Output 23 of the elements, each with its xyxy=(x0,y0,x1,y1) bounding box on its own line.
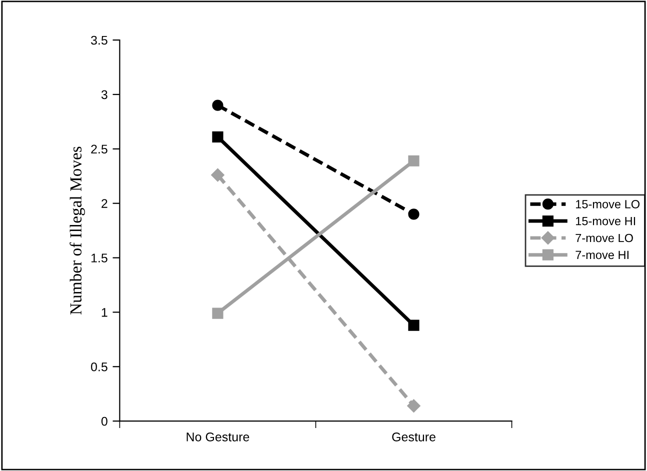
point xyxy=(407,399,420,412)
x-tick-label: No Gesture xyxy=(186,432,250,442)
legend-label: 15-move LO xyxy=(576,200,640,208)
y-tick-label: 1 xyxy=(102,308,108,317)
legend-label: 15-move HI xyxy=(576,217,636,226)
legend-label: 7-move HI xyxy=(576,250,628,260)
legend-label: 7-move LO xyxy=(576,234,633,242)
y-tick-label: 2 xyxy=(102,199,108,208)
point xyxy=(408,155,420,166)
y-tick-label: 2.5 xyxy=(91,144,108,154)
point xyxy=(408,320,420,331)
point xyxy=(212,308,224,319)
y-tick-label: 3 xyxy=(101,90,108,100)
y-tick-label: 1.5 xyxy=(91,254,108,262)
y-tick-label: 0.5 xyxy=(91,362,108,372)
point xyxy=(408,208,420,220)
x-tick-label: Gesture xyxy=(392,432,436,442)
point xyxy=(211,168,224,182)
y-tick-label: 3.5 xyxy=(90,36,108,45)
y-tick-label: 0 xyxy=(101,416,108,426)
y-axis-title: Number of Illegal Moves xyxy=(70,146,85,315)
point xyxy=(212,100,224,111)
point xyxy=(212,131,224,142)
